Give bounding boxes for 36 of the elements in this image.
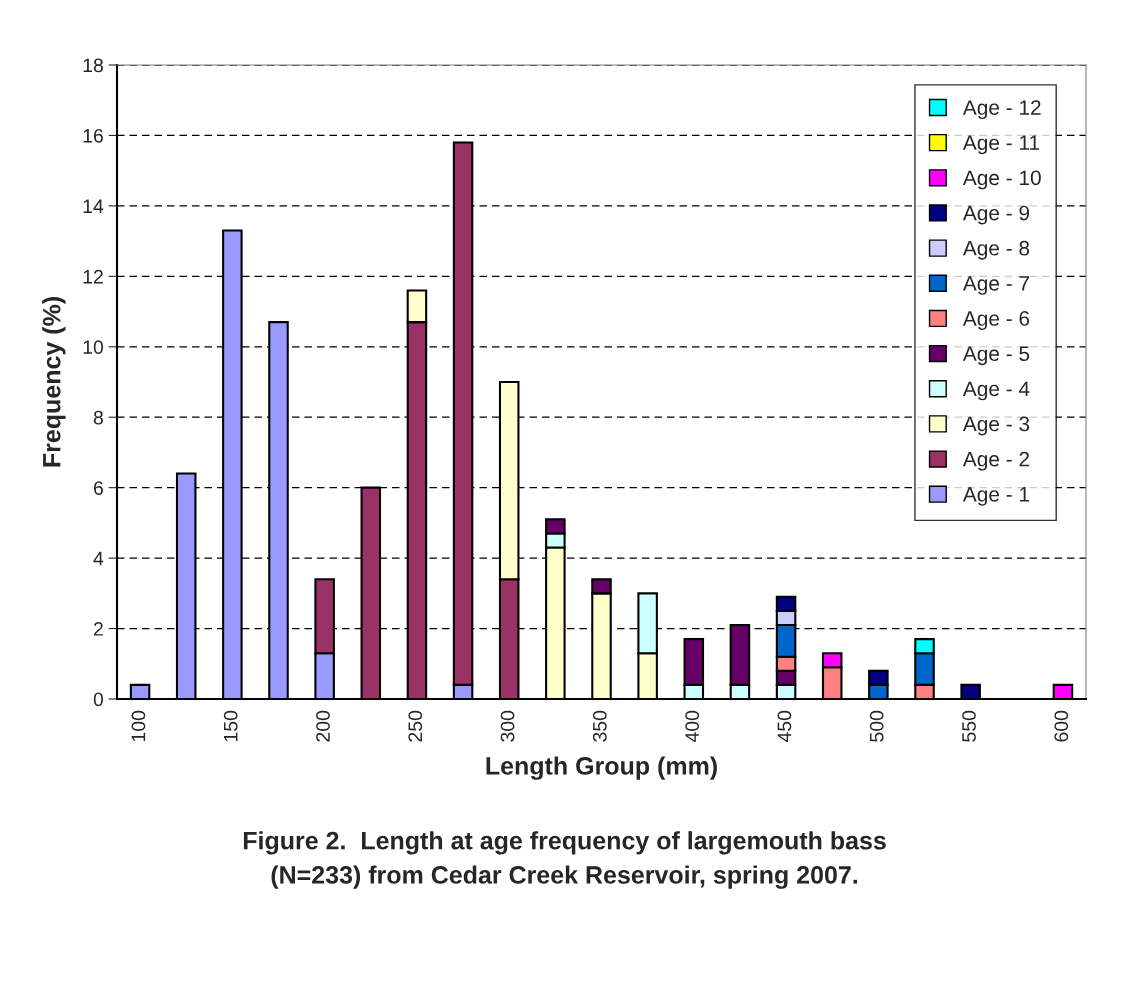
y-tick-label: 10 — [83, 340, 104, 355]
legend-label: Age - 1 — [962, 487, 1030, 506]
legend-label: Age - 12 — [962, 100, 1041, 120]
x-tick-label: 400 — [685, 710, 700, 743]
y-tick-label: 6 — [93, 481, 103, 495]
y-axis-title: Frequency (%) — [42, 297, 66, 467]
x-tick-label: 300 — [500, 710, 515, 742]
y-tick-label: 4 — [93, 551, 104, 566]
legend-label: Age - 9 — [962, 205, 1030, 225]
caption: Figure 2. Length at age frequency of largemouth bass (N=233) from Cedar Creek Reservoir, spring 2007. — [243, 831, 886, 889]
x-tick-label: 200 — [316, 710, 330, 742]
y-tick-label: 18 — [83, 58, 103, 73]
x-tick-label: 250 — [408, 710, 423, 742]
legend-label: Age - 5 — [962, 346, 1030, 366]
x-tick-label: 350 — [592, 710, 607, 742]
y-tick-label: 12 — [83, 269, 103, 284]
y-tick-label: 0 — [93, 692, 104, 707]
legend-label: Age - 8 — [962, 240, 1030, 260]
legend-label: Age - 6 — [962, 311, 1030, 330]
y-tick-label: 2 — [93, 622, 103, 636]
x-tick-label: 100 — [131, 710, 146, 742]
y-tick-label: 8 — [93, 410, 103, 425]
x-axis-title: Length Group (mm) — [486, 756, 717, 780]
x-tick-label: 500 — [869, 710, 884, 742]
legend-label: Age - 10 — [962, 170, 1041, 190]
legend-label: Age - 2 — [962, 451, 1029, 471]
x-tick-label: 450 — [777, 710, 792, 743]
legend-label: Age - 3 — [962, 416, 1030, 436]
legend-label: Age - 7 — [962, 276, 1029, 295]
x-tick-label: 600 — [1054, 710, 1069, 742]
x-tick-label: 150 — [223, 710, 238, 742]
legend-label: Age - 11 — [962, 135, 1040, 155]
y-tick-label: 16 — [83, 128, 103, 143]
x-tick-label: 550 — [962, 710, 976, 742]
y-tick-label: 14 — [83, 199, 104, 213]
legend-label: Age - 4 — [962, 381, 1030, 401]
